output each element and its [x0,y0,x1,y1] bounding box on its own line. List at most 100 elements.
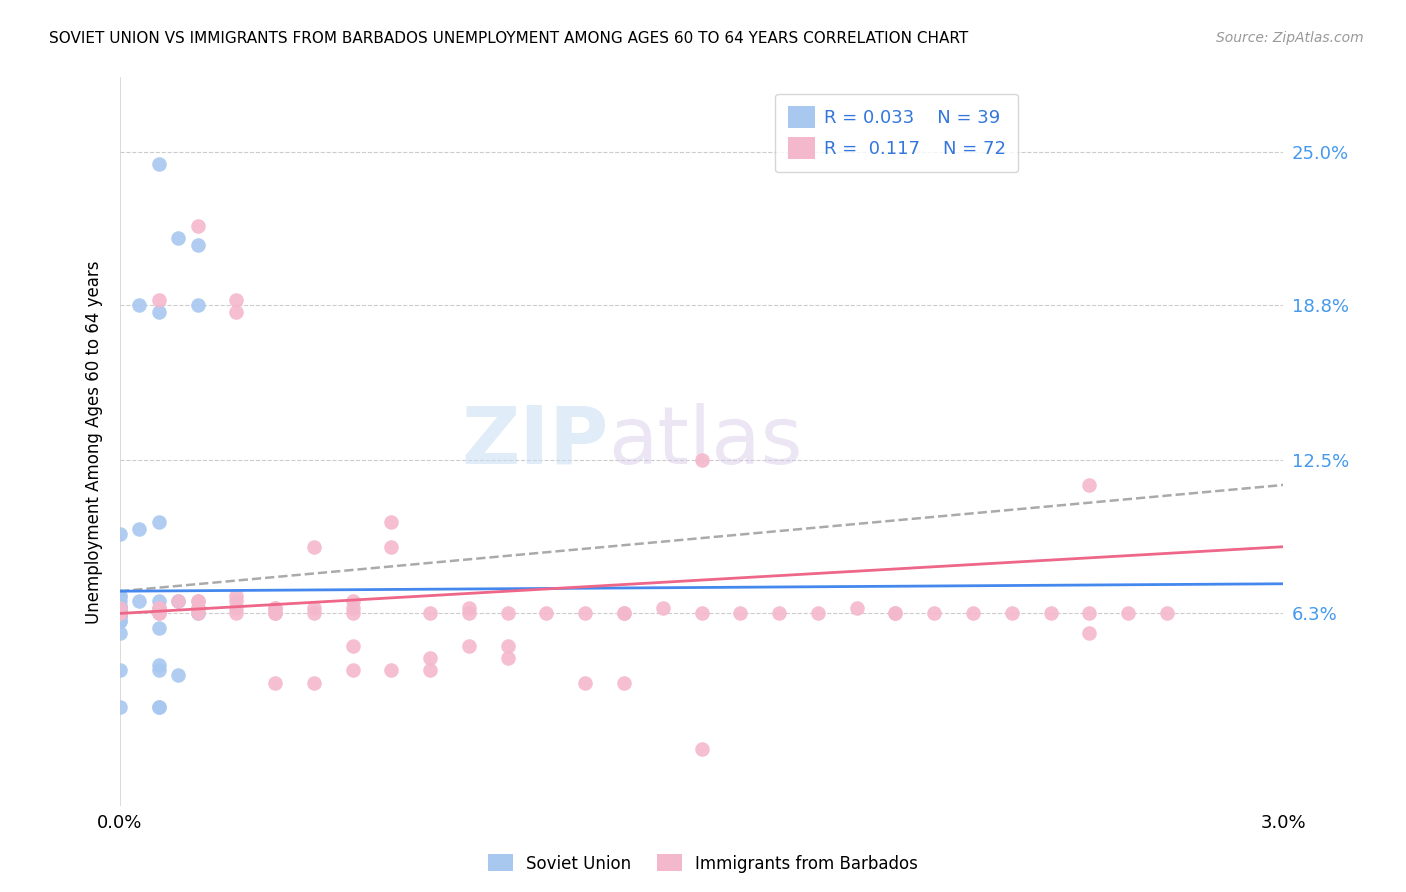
Text: atlas: atlas [609,403,803,481]
Point [302,540,325,554]
Point [1116,607,1139,621]
Point [108,607,131,621]
Point [1078,626,1101,640]
Point [108,608,131,623]
Point [167,231,190,245]
Point [108,589,131,603]
Point [342,639,364,653]
Point [1039,607,1062,621]
Point [264,607,287,621]
Point [148,700,170,714]
Point [186,594,208,608]
Point [342,663,364,677]
Point [690,742,713,756]
Point [167,594,190,608]
Point [148,601,170,615]
Point [108,601,131,615]
Text: ZIP: ZIP [461,403,609,481]
Point [148,293,170,307]
Point [108,589,131,603]
Point [264,607,287,621]
Point [148,663,170,677]
Point [108,700,131,714]
Point [574,675,596,690]
Point [613,607,636,621]
Point [108,614,131,628]
Point [108,607,131,621]
Point [651,601,673,615]
Point [225,594,247,608]
Point [108,527,131,541]
Point [690,607,713,621]
Point [225,601,247,615]
Point [264,601,287,615]
Point [108,607,131,621]
Point [845,601,868,615]
Point [148,607,170,621]
Point [108,601,131,615]
Point [108,601,131,615]
Point [807,607,830,621]
Legend: Soviet Union, Immigrants from Barbados: Soviet Union, Immigrants from Barbados [481,847,925,880]
Point [225,589,247,603]
Point [342,601,364,615]
Point [768,607,790,621]
Point [186,607,208,621]
Point [380,515,402,529]
Point [108,599,131,613]
Point [186,601,208,615]
Point [186,601,208,615]
Point [302,607,325,621]
Point [108,663,131,677]
Point [148,700,170,714]
Point [108,594,131,608]
Point [496,607,519,621]
Point [1001,607,1024,621]
Point [613,607,636,621]
Point [342,594,364,608]
Point [148,305,170,319]
Point [730,607,752,621]
Point [186,298,208,312]
Point [186,607,208,621]
Legend: R = 0.033    N = 39, R =  0.117    N = 72: R = 0.033 N = 39, R = 0.117 N = 72 [775,94,1018,172]
Point [128,523,150,537]
Point [148,658,170,673]
Point [458,607,481,621]
Point [108,601,131,615]
Point [128,594,150,608]
Point [167,668,190,682]
Point [1078,478,1101,492]
Point [108,601,131,615]
Point [962,607,984,621]
Point [613,675,636,690]
Point [264,601,287,615]
Point [148,621,170,635]
Point [264,675,287,690]
Point [148,515,170,529]
Point [108,604,131,618]
Point [1078,607,1101,621]
Point [186,594,208,608]
Y-axis label: Unemployment Among Ages 60 to 64 years: Unemployment Among Ages 60 to 64 years [86,260,103,624]
Point [108,608,131,623]
Point [380,540,402,554]
Point [458,639,481,653]
Point [419,607,441,621]
Point [167,594,190,608]
Point [419,651,441,665]
Point [148,157,170,171]
Point [186,219,208,233]
Point [108,626,131,640]
Point [108,607,131,621]
Point [186,238,208,252]
Point [884,607,907,621]
Point [1156,607,1178,621]
Point [536,607,558,621]
Point [496,639,519,653]
Point [108,614,131,628]
Text: Source: ZipAtlas.com: Source: ZipAtlas.com [1216,31,1364,45]
Point [574,607,596,621]
Point [148,607,170,621]
Point [302,675,325,690]
